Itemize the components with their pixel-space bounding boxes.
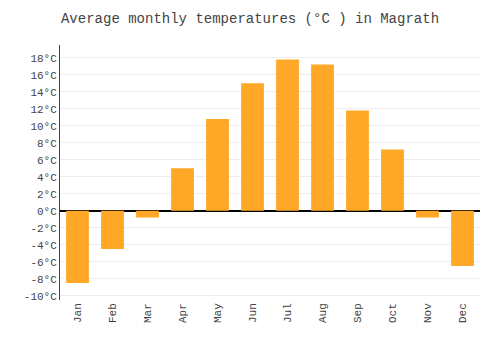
svg-text:Jun: Jun xyxy=(247,303,259,323)
svg-text:Jul: Jul xyxy=(282,303,294,323)
svg-text:-8°C: -8°C xyxy=(30,274,57,286)
svg-text:Feb: Feb xyxy=(107,303,119,323)
svg-text:6°C: 6°C xyxy=(37,155,57,167)
svg-text:Aug: Aug xyxy=(317,303,329,323)
svg-text:10°C: 10°C xyxy=(30,121,57,133)
svg-text:16°C: 16°C xyxy=(30,70,57,82)
svg-text:14°C: 14°C xyxy=(30,87,57,99)
svg-text:12°C: 12°C xyxy=(30,104,57,116)
svg-text:Mar: Mar xyxy=(142,303,154,323)
svg-text:8°C: 8°C xyxy=(37,138,57,150)
svg-text:Oct: Oct xyxy=(387,303,399,323)
svg-text:Jan: Jan xyxy=(72,303,84,323)
svg-text:May: May xyxy=(212,303,224,323)
svg-text:Average monthly temperatures (: Average monthly temperatures (°C ) in Ma… xyxy=(61,11,439,27)
svg-text:-6°C: -6°C xyxy=(30,257,57,269)
svg-text:-4°C: -4°C xyxy=(30,240,57,252)
svg-text:-2°C: -2°C xyxy=(30,223,57,235)
svg-text:Sep: Sep xyxy=(352,303,364,323)
svg-text:0°C: 0°C xyxy=(37,206,57,218)
svg-text:4°C: 4°C xyxy=(37,172,57,184)
svg-text:Dec: Dec xyxy=(457,303,469,323)
svg-text:18°C: 18°C xyxy=(30,53,57,65)
svg-text:Apr: Apr xyxy=(177,303,189,323)
svg-text:Nov: Nov xyxy=(422,303,434,323)
svg-text:2°C: 2°C xyxy=(37,189,57,201)
svg-text:-10°C: -10°C xyxy=(24,291,57,303)
